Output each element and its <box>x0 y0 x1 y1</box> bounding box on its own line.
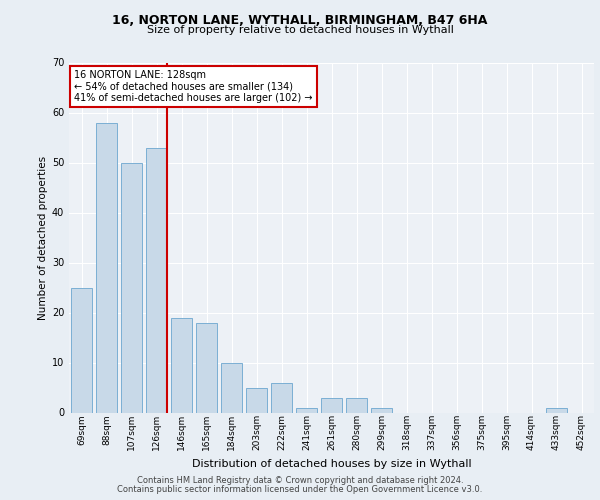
Bar <box>246 388 267 412</box>
Bar <box>96 122 117 412</box>
Bar <box>121 162 142 412</box>
Bar <box>371 408 392 412</box>
Bar <box>546 408 567 412</box>
X-axis label: Distribution of detached houses by size in Wythall: Distribution of detached houses by size … <box>191 458 472 468</box>
Bar <box>271 382 292 412</box>
Y-axis label: Number of detached properties: Number of detached properties <box>38 156 47 320</box>
Text: Contains HM Land Registry data © Crown copyright and database right 2024.: Contains HM Land Registry data © Crown c… <box>137 476 463 485</box>
Text: Contains public sector information licensed under the Open Government Licence v3: Contains public sector information licen… <box>118 484 482 494</box>
Text: 16 NORTON LANE: 128sqm
← 54% of detached houses are smaller (134)
41% of semi-de: 16 NORTON LANE: 128sqm ← 54% of detached… <box>74 70 313 102</box>
Bar <box>71 288 92 412</box>
Bar <box>321 398 342 412</box>
Text: Size of property relative to detached houses in Wythall: Size of property relative to detached ho… <box>146 25 454 35</box>
Bar <box>146 148 167 412</box>
Bar <box>196 322 217 412</box>
Bar <box>171 318 192 412</box>
Text: 16, NORTON LANE, WYTHALL, BIRMINGHAM, B47 6HA: 16, NORTON LANE, WYTHALL, BIRMINGHAM, B4… <box>112 14 488 26</box>
Bar <box>221 362 242 412</box>
Bar <box>296 408 317 412</box>
Bar <box>346 398 367 412</box>
